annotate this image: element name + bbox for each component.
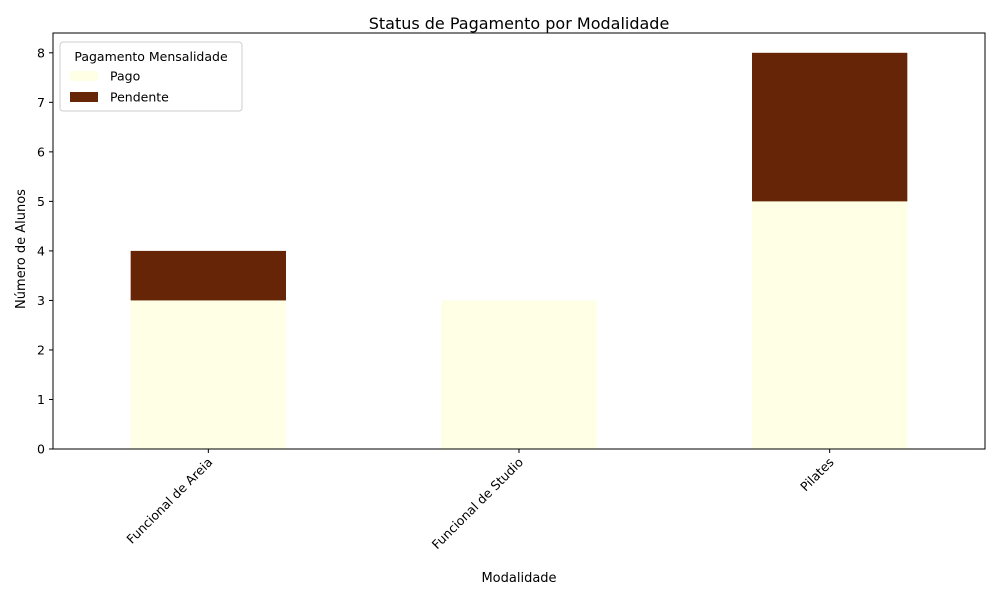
bar-pendente-2 [752,52,908,202]
y-tick-label: 5 [37,194,45,209]
bar-pendente-0 [130,250,286,301]
y-tick-label: 2 [37,342,45,357]
legend-box [59,41,243,112]
x-tick-label: Pilates [797,455,837,495]
x-axis-label: Modalidade [481,571,556,586]
y-tick-label: 0 [37,442,45,457]
y-tick-label: 8 [37,45,45,60]
y-tick-label: 4 [37,243,45,258]
chart-title: Status de Pagamento por Modalidade [369,14,670,33]
y-tick-label: 6 [37,144,45,159]
legend: Pagamento Mensalidade Pago Pendente [59,41,243,112]
bar-pago-0 [130,300,286,449]
legend-title: Pagamento Mensalidade [74,49,228,64]
legend-label-pendente: Pendente [110,90,169,105]
x-tick-label: Funcional de Studio [429,455,526,552]
y-tick-label: 1 [37,392,45,407]
bar-pago-2 [752,201,908,449]
y-axis-label: Número de Alunos [14,189,29,309]
x-tick-label: Funcional de Areia [123,455,215,547]
legend-swatch-pendente [70,92,98,102]
y-tick-label: 3 [37,293,45,308]
legend-swatch-pago [70,71,98,81]
y-tick-label: 7 [37,95,45,110]
bar-pago-1 [441,300,597,449]
legend-label-pago: Pago [110,69,140,84]
